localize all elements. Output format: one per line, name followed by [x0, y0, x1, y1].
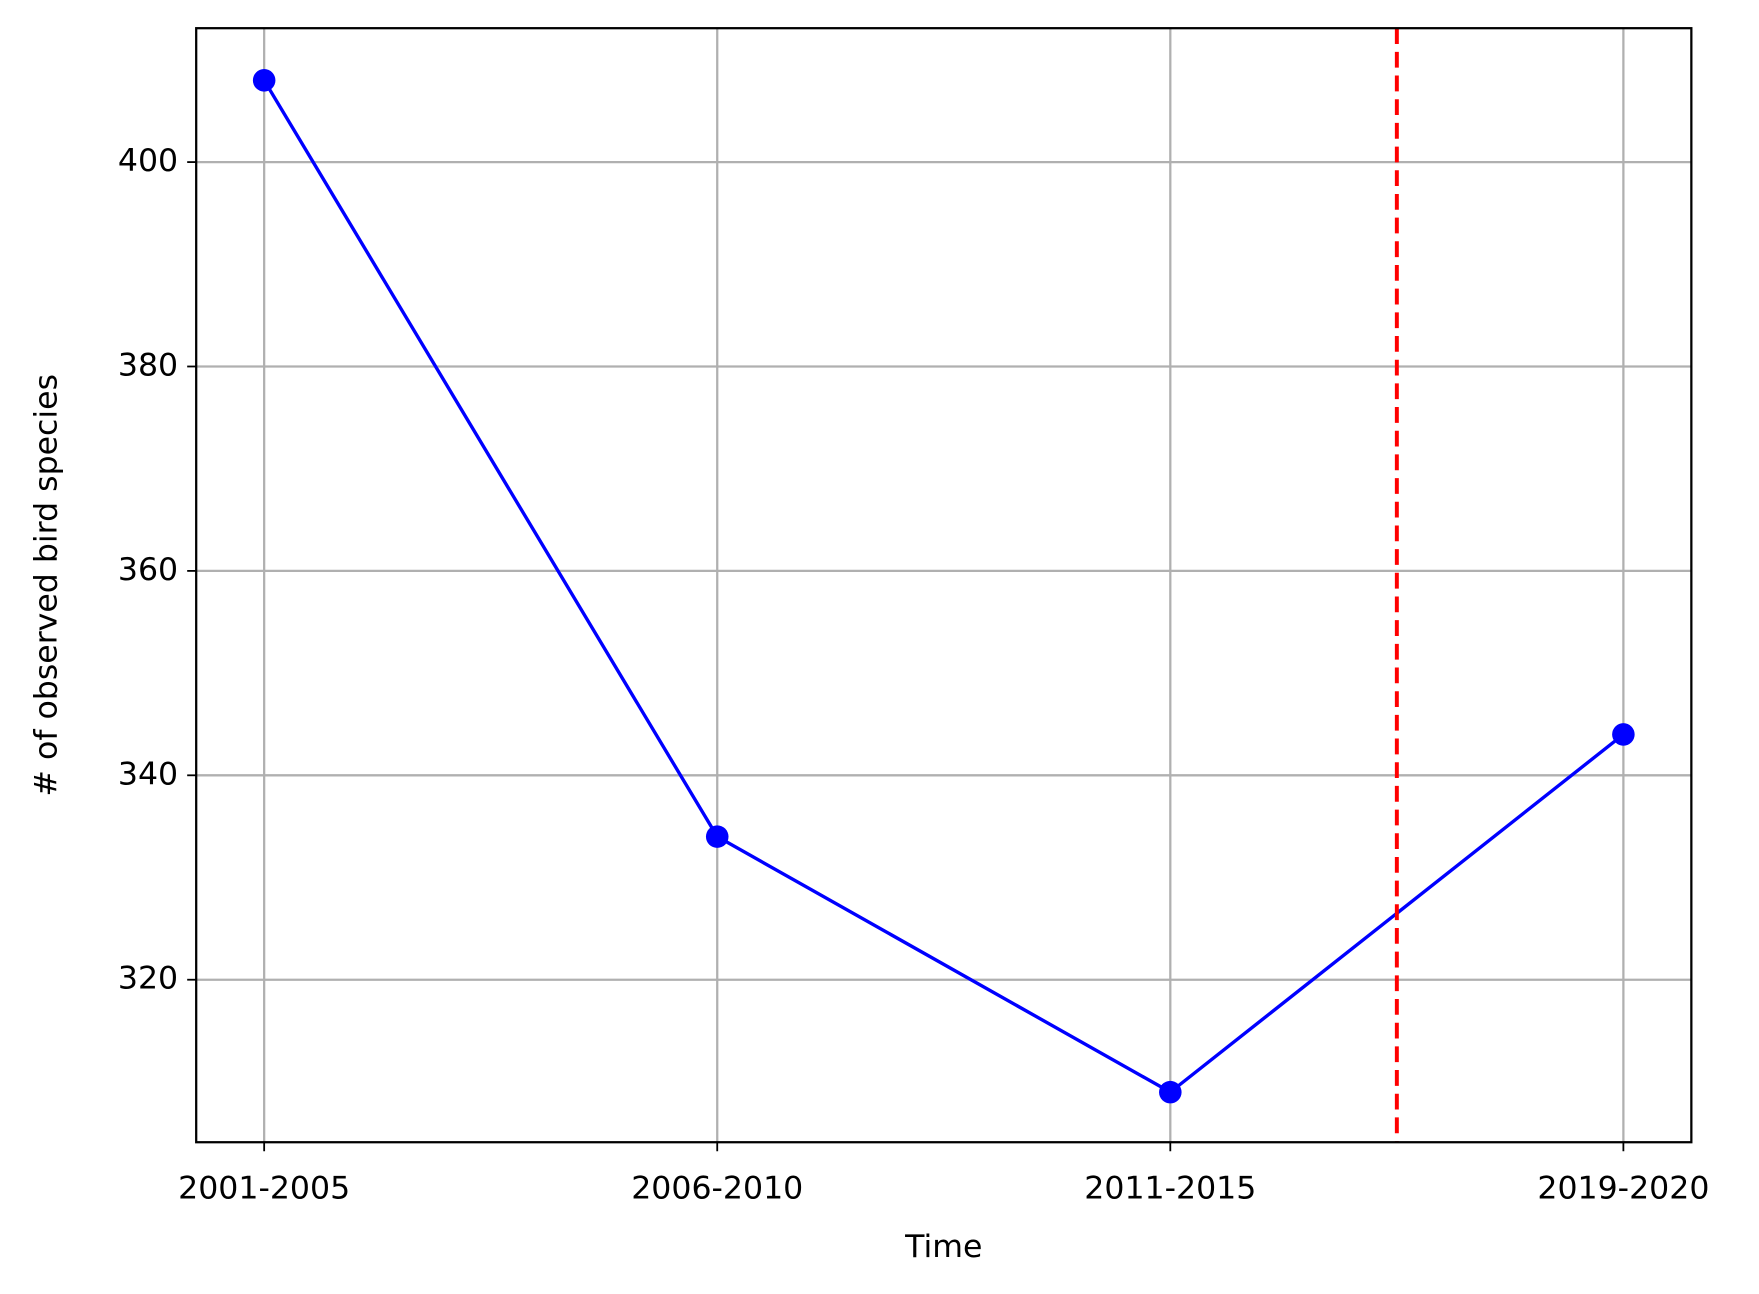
y-axis-label: # of observed bird species [28, 374, 64, 796]
data-point [1612, 723, 1635, 746]
y-tick-label: 340 [118, 756, 178, 792]
x-tick-label: 2006-2010 [631, 1171, 803, 1207]
y-tick-label: 380 [118, 347, 178, 383]
data-point [252, 69, 276, 92]
x-tick-label: 2019-2020 [1537, 1171, 1709, 1207]
data-point [705, 825, 729, 848]
x-tick-label: 2001-2005 [178, 1171, 350, 1207]
y-tick-label: 400 [118, 143, 178, 179]
y-tick-label: 360 [118, 552, 178, 588]
plot-frame [195, 27, 1693, 1144]
x-tick-label: 2011-2015 [1084, 1171, 1256, 1207]
y-tick-label: 320 [118, 961, 178, 997]
data-point [1159, 1080, 1182, 1104]
data-line [262, 79, 1625, 1095]
x-axis-label: Time [904, 1229, 982, 1265]
